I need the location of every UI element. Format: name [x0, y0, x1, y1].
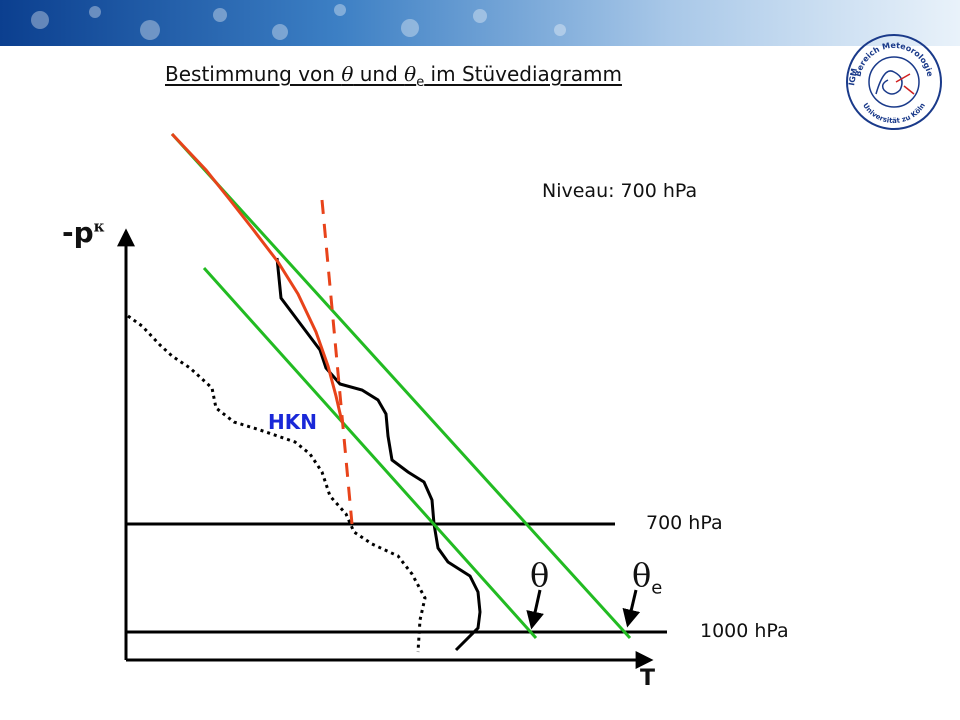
seal-front-icon: [895, 73, 915, 95]
theta-arrow: [526, 589, 544, 630]
theta-label: θ: [530, 556, 550, 594]
theta-e-adiabat: [170, 132, 632, 640]
theta-e-symbol: θ: [632, 556, 652, 594]
theta-e-label: θe: [632, 556, 662, 598]
level-700-label: 700 hPa: [646, 512, 723, 534]
dewpoint-curve: [127, 314, 427, 653]
temperature-curve: [275, 257, 482, 652]
y-axis-label-kappa: κ: [93, 217, 105, 236]
title-theta-symbol: θ: [341, 62, 354, 86]
theta-e-subscript: e: [651, 577, 663, 599]
theta-e-arrow: [622, 589, 641, 628]
level-1000-label: 1000 hPa: [700, 620, 789, 642]
x-axis-label: T: [640, 666, 656, 691]
title-und: und: [353, 62, 405, 86]
seal-isobar-icon: [875, 70, 903, 95]
title-suffix: im Stüvediagramm: [424, 62, 622, 86]
title-prefix: Bestimmung von: [165, 62, 342, 86]
header-banner: [0, 0, 960, 46]
page-title: Bestimmung von θ und θe im Stüvediagramm: [165, 62, 622, 90]
mixing-ratio-line: [320, 199, 354, 525]
moist-adiabat-curve: [170, 132, 344, 423]
university-seal-logo: Bereich Meteorologie Universität zu Köln…: [846, 34, 942, 130]
y-axis-label: -pκ: [62, 216, 105, 249]
hkn-label: HKN: [268, 410, 317, 434]
title-theta-e-subscript: e: [416, 75, 425, 90]
theta-adiabat: [202, 266, 538, 640]
niveau-label: Niveau: 700 hPa: [542, 180, 698, 202]
seal-text-left: IGM: [847, 68, 859, 87]
title-theta-e-symbol: θ: [404, 62, 417, 86]
y-axis-label-p: -p: [62, 216, 94, 249]
